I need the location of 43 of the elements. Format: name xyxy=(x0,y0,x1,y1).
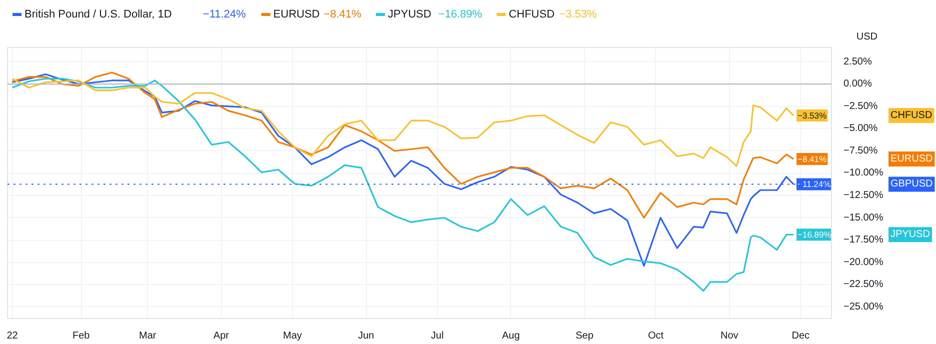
x-tick-label: Oct xyxy=(648,330,664,342)
x-tick-label: Apr xyxy=(213,330,230,342)
y-tick-label: 0.00% xyxy=(844,78,872,90)
x-tick-label: Nov xyxy=(720,330,738,342)
y-tick-label: −7.50% xyxy=(844,145,878,156)
data-label: −8.41% xyxy=(798,154,828,164)
data-label: −3.53% xyxy=(798,110,828,121)
text: GBPUSD xyxy=(890,178,933,190)
text: −8.41% xyxy=(324,8,362,20)
legend-label: CHFUSD xyxy=(508,8,555,20)
y-tick-label: −5.00% xyxy=(844,123,878,134)
line-series xyxy=(11,78,794,167)
data-label: −16.89% xyxy=(798,230,832,240)
y-tick-label: −20.00% xyxy=(844,256,884,268)
y-tick-label: −10.00% xyxy=(844,168,884,179)
x-tick-label: Jun xyxy=(358,330,374,342)
text: EURUSD xyxy=(890,154,933,165)
x-tick-label: Jul xyxy=(430,330,444,342)
y-tick-label: 2.50% xyxy=(844,56,872,68)
y-tick-label: −17.50% xyxy=(844,234,884,246)
y-tick-label: −22.50% xyxy=(844,279,884,290)
y-tick-label: −12.50% xyxy=(844,190,884,201)
x-tick-label: Aug xyxy=(502,330,520,342)
text: −16.89% xyxy=(438,8,482,20)
legend-label: British Pound / U.S. Dollar, 1D xyxy=(24,8,172,20)
text: −3.53% xyxy=(559,8,597,20)
data-label: −11.24% xyxy=(798,179,832,190)
y-tick-label: −2.50% xyxy=(844,100,878,112)
legend-label: EURUSD xyxy=(273,8,320,20)
legend-label: JPYUSD xyxy=(388,8,432,20)
x-tick-label: 22 xyxy=(6,330,18,342)
y-tick-label: −25.00% xyxy=(844,301,884,312)
y-tick-label: −15.00% xyxy=(844,212,884,224)
text: −11.24% xyxy=(202,8,246,20)
x-tick-label: Mar xyxy=(138,330,157,342)
y-axis-title: USD xyxy=(856,32,878,42)
text: JPYUSD xyxy=(890,229,930,240)
line-series xyxy=(11,72,794,219)
x-tick-label: Sep xyxy=(576,330,594,342)
x-tick-label: May xyxy=(283,330,302,342)
x-tick-label: Dec xyxy=(792,330,810,342)
text: CHFUSD xyxy=(890,110,932,122)
x-tick-label: Feb xyxy=(72,330,90,342)
